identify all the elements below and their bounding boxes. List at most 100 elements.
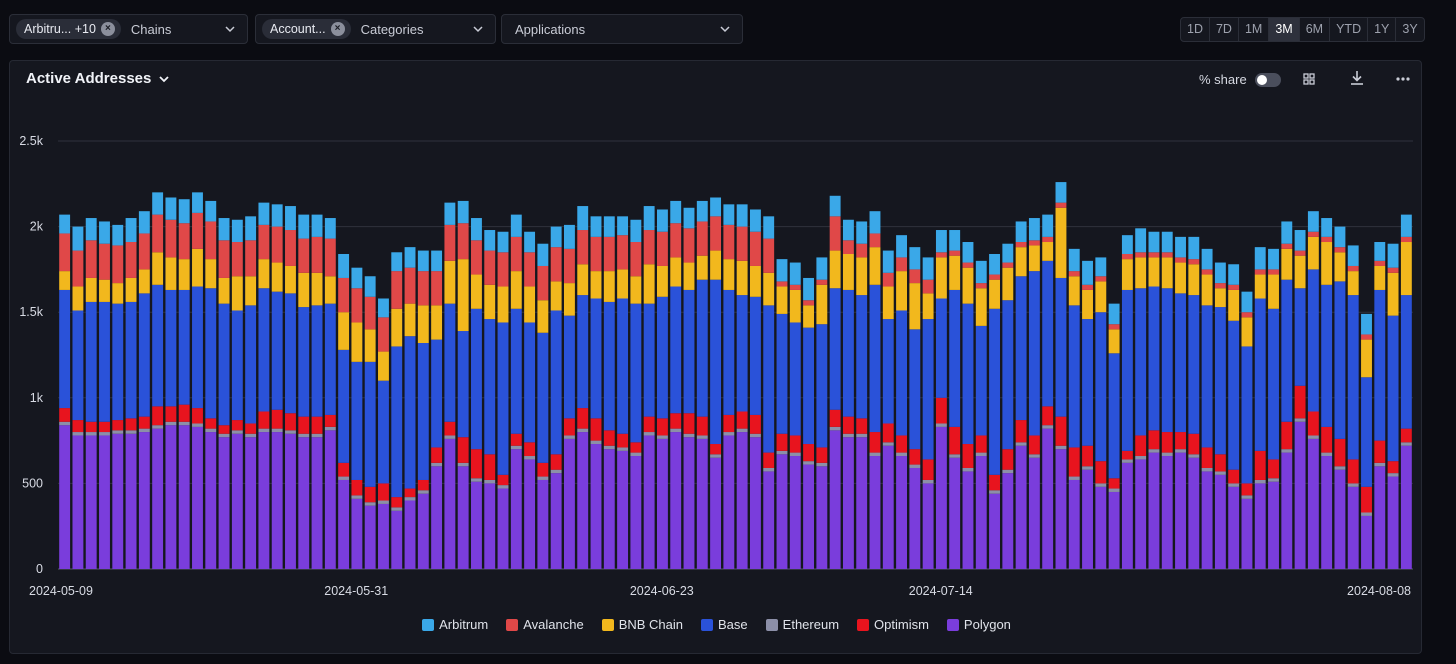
bar-segment-arbitrum[interactable] — [962, 242, 974, 263]
bar-segment-bnb-chain[interactable] — [417, 305, 429, 344]
bar-segment-polygon[interactable] — [1347, 486, 1359, 569]
bar-segment-avalanche[interactable] — [404, 267, 416, 304]
categories-filter[interactable]: Account... × Categories — [255, 14, 496, 44]
bar-segment-optimism[interactable] — [125, 418, 137, 431]
bar-segment-ethereum[interactable] — [1241, 495, 1253, 499]
bar-segment-ethereum[interactable] — [1347, 483, 1359, 487]
bar-segment-optimism[interactable] — [1175, 432, 1186, 450]
bar-segment-avalanche[interactable] — [364, 296, 376, 330]
bar-segment-ethereum[interactable] — [776, 450, 788, 455]
bar-segment-optimism[interactable] — [1387, 461, 1399, 474]
bar-segment-arbitrum[interactable] — [85, 218, 97, 241]
bar-segment-avalanche[interactable] — [1228, 284, 1240, 290]
bar-segment-avalanche[interactable] — [1042, 236, 1054, 243]
applications-filter[interactable]: Applications — [501, 14, 743, 44]
bar-segment-polygon[interactable] — [1214, 474, 1226, 569]
legend-item-bnb-chain[interactable]: BNB Chain — [601, 617, 683, 632]
bar-segment-arbitrum[interactable] — [1108, 303, 1120, 325]
bar-segment-avalanche[interactable] — [324, 238, 336, 277]
bar-segment-base[interactable] — [537, 332, 549, 463]
bar-segment-base[interactable] — [417, 343, 429, 480]
bar-segment-arbitrum[interactable] — [1175, 236, 1186, 258]
bar-segment-polygon[interactable] — [1374, 466, 1386, 569]
bar-segment-polygon[interactable] — [1148, 452, 1160, 569]
share-toggle[interactable] — [1254, 72, 1281, 87]
bar-segment-base[interactable] — [351, 361, 363, 480]
bar-segment-bnb-chain[interactable] — [949, 255, 961, 290]
bar-segment-ethereum[interactable] — [1400, 442, 1412, 446]
bar-segment-avalanche[interactable] — [1082, 284, 1093, 290]
bar-segment-bnb-chain[interactable] — [1042, 242, 1054, 261]
bar-segment-base[interactable] — [630, 303, 642, 443]
bar-segment-ethereum[interactable] — [1175, 449, 1186, 453]
bar-segment-base[interactable] — [856, 295, 868, 419]
bar-segment-arbitrum[interactable] — [896, 235, 907, 258]
bar-segment-optimism[interactable] — [417, 479, 429, 491]
bar-segment-avalanche[interactable] — [85, 240, 97, 278]
bar-segment-arbitrum[interactable] — [975, 260, 987, 284]
bar-segment-ethereum[interactable] — [922, 479, 934, 484]
bar-segment-bnb-chain[interactable] — [1148, 257, 1160, 287]
bar-segment-optimism[interactable] — [231, 420, 243, 431]
bar-segment-optimism[interactable] — [1161, 432, 1173, 453]
bar-segment-bnb-chain[interactable] — [1307, 236, 1319, 270]
bar-segment-base[interactable] — [324, 303, 336, 415]
bar-segment-optimism[interactable] — [683, 413, 695, 434]
bar-segment-arbitrum[interactable] — [457, 200, 469, 224]
bar-segment-avalanche[interactable] — [643, 230, 655, 265]
bar-segment-bnb-chain[interactable] — [285, 265, 296, 294]
bar-segment-avalanche[interactable] — [1361, 334, 1372, 340]
bar-segment-bnb-chain[interactable] — [922, 293, 934, 320]
bar-segment-avalanche[interactable] — [510, 236, 522, 272]
bar-segment-polygon[interactable] — [1188, 457, 1200, 569]
bar-segment-arbitrum[interactable] — [138, 211, 150, 234]
bar-segment-avalanche[interactable] — [351, 288, 363, 323]
bar-segment-bnb-chain[interactable] — [723, 259, 735, 290]
bar-segment-avalanche[interactable] — [1201, 269, 1213, 275]
bar-segment-arbitrum[interactable] — [1347, 245, 1359, 266]
bar-segment-ethereum[interactable] — [1254, 479, 1266, 484]
bar-segment-ethereum[interactable] — [736, 428, 748, 433]
bar-segment-avalanche[interactable] — [271, 226, 283, 263]
legend-item-polygon[interactable]: Polygon — [946, 617, 1011, 632]
bar-segment-polygon[interactable] — [909, 467, 921, 569]
bar-segment-bnb-chain[interactable] — [736, 260, 748, 296]
bar-segment-ethereum[interactable] — [112, 430, 124, 434]
bar-segment-base[interactable] — [816, 324, 828, 448]
bar-segment-arbitrum[interactable] — [258, 202, 270, 225]
bar-segment-base[interactable] — [989, 308, 1000, 475]
bar-segment-polygon[interactable] — [949, 457, 961, 569]
bar-segment-ethereum[interactable] — [749, 433, 761, 438]
bar-segment-bnb-chain[interactable] — [537, 300, 549, 333]
bar-segment-ethereum[interactable] — [1294, 418, 1306, 422]
bar-segment-base[interactable] — [1361, 377, 1372, 487]
bar-segment-arbitrum[interactable] — [749, 209, 761, 232]
bar-segment-ethereum[interactable] — [670, 428, 682, 433]
bar-segment-optimism[interactable] — [656, 418, 668, 436]
bar-segment-optimism[interactable] — [710, 444, 722, 455]
bar-segment-ethereum[interactable] — [643, 432, 655, 436]
bar-segment-polygon[interactable] — [749, 437, 761, 569]
bar-segment-polygon[interactable] — [1068, 479, 1080, 569]
bar-segment-bnb-chain[interactable] — [138, 269, 150, 294]
bar-segment-polygon[interactable] — [643, 435, 655, 569]
bar-segment-arbitrum[interactable] — [1281, 221, 1293, 244]
bar-segment-avalanche[interactable] — [1175, 257, 1186, 263]
bar-segment-optimism[interactable] — [404, 488, 416, 498]
bar-segment-ethereum[interactable] — [324, 426, 336, 431]
bar-segment-ethereum[interactable] — [165, 421, 177, 426]
legend-item-base[interactable]: Base — [701, 617, 748, 632]
bar-segment-polygon[interactable] — [1015, 445, 1027, 569]
bar-segment-optimism[interactable] — [1347, 459, 1359, 484]
bar-segment-optimism[interactable] — [444, 421, 456, 436]
bar-segment-polygon[interactable] — [962, 471, 974, 569]
bar-segment-ethereum[interactable] — [590, 440, 602, 445]
bar-segment-bnb-chain[interactable] — [1268, 274, 1279, 309]
bar-segment-avalanche[interactable] — [1374, 260, 1386, 266]
bar-segment-avalanche[interactable] — [1334, 247, 1346, 253]
bar-segment-polygon[interactable] — [178, 425, 190, 569]
bar-segment-ethereum[interactable] — [231, 430, 243, 434]
bar-segment-arbitrum[interactable] — [192, 192, 203, 213]
bar-segment-polygon[interactable] — [856, 437, 868, 569]
bar-segment-base[interactable] — [125, 301, 137, 419]
